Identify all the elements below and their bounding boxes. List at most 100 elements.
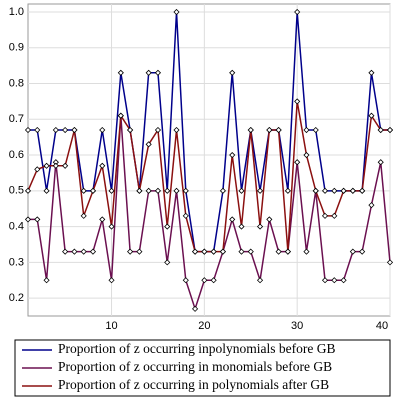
- point-marker: [117, 112, 124, 119]
- point-marker: [247, 248, 254, 255]
- point-marker: [127, 126, 134, 134]
- point-marker: [331, 212, 338, 219]
- point-marker: [192, 305, 199, 312]
- point-marker: [229, 151, 236, 159]
- point-marker: [359, 248, 366, 255]
- point-marker: [377, 126, 384, 134]
- plot-frame: [27, 3, 391, 317]
- point-marker: [99, 216, 106, 223]
- point-marker: [80, 212, 87, 219]
- point-marker: [52, 126, 59, 134]
- legend-label: Proportion of z occurring in polynomials…: [58, 377, 329, 392]
- point-marker: [210, 248, 217, 255]
- point-marker: [359, 187, 366, 194]
- point-marker: [368, 112, 375, 119]
- point-marker: [108, 223, 115, 230]
- point-marker: [89, 187, 97, 194]
- point-marker: [331, 187, 338, 194]
- point-marker: [294, 159, 301, 166]
- point-marker: [117, 69, 124, 76]
- point-marker: [34, 216, 41, 223]
- point-marker: [256, 187, 264, 194]
- point-marker: [294, 8, 301, 16]
- point-marker: [266, 126, 273, 134]
- x-tick-label: 40: [376, 320, 388, 332]
- point-marker: [43, 162, 50, 169]
- point-marker: [52, 162, 59, 169]
- point-marker: [256, 277, 264, 284]
- legend-box: [14, 339, 391, 397]
- point-marker: [266, 216, 273, 223]
- point-marker: [247, 126, 254, 134]
- point-marker: [71, 126, 78, 134]
- point-marker: [24, 126, 32, 134]
- point-marker: [275, 248, 282, 255]
- point-marker: [145, 141, 152, 148]
- x-tick-label: 10: [105, 320, 117, 332]
- point-marker: [331, 277, 338, 284]
- point-marker: [62, 162, 69, 169]
- y-tick-label: 0.8: [9, 77, 24, 89]
- point-marker: [136, 187, 143, 194]
- point-marker: [24, 216, 32, 223]
- point-marker: [80, 187, 87, 194]
- point-marker: [164, 187, 171, 194]
- point-marker: [173, 126, 180, 134]
- point-marker: [145, 187, 152, 194]
- point-marker: [136, 248, 143, 255]
- point-marker: [24, 187, 32, 194]
- point-marker: [303, 248, 310, 255]
- point-marker: [154, 126, 162, 134]
- point-marker: [368, 202, 375, 209]
- point-marker: [164, 259, 171, 266]
- point-marker: [229, 69, 236, 76]
- x-tick-label: 30: [291, 320, 303, 332]
- point-marker: [71, 248, 78, 255]
- point-marker: [303, 126, 310, 134]
- point-marker: [34, 166, 41, 173]
- point-marker: [99, 126, 106, 134]
- point-marker: [256, 223, 264, 230]
- point-marker: [321, 277, 329, 284]
- point-marker: [321, 212, 329, 219]
- x-tick-label: 20: [198, 320, 210, 332]
- point-marker: [145, 69, 152, 76]
- point-marker: [173, 187, 180, 194]
- y-tick-label: 0.9: [9, 42, 24, 54]
- point-marker: [303, 151, 310, 159]
- point-marker: [108, 277, 115, 284]
- point-marker: [229, 216, 236, 223]
- point-marker: [312, 126, 319, 134]
- point-marker: [62, 126, 69, 134]
- point-marker: [34, 126, 41, 134]
- point-marker: [182, 212, 189, 219]
- y-tick-label: 0.7: [9, 113, 24, 125]
- y-tick-label: 0.5: [9, 185, 24, 197]
- point-marker: [127, 248, 134, 255]
- point-marker: [89, 248, 97, 255]
- y-tick-label: 0.6: [9, 149, 24, 161]
- point-marker: [340, 277, 347, 284]
- y-tick-label: 1.0: [9, 6, 24, 18]
- y-tick-label: 0.4: [9, 220, 24, 232]
- point-marker: [219, 248, 226, 255]
- point-marker: [164, 223, 171, 230]
- point-marker: [154, 187, 162, 194]
- series-line: [28, 115, 391, 312]
- point-marker: [238, 187, 245, 194]
- point-marker: [368, 69, 375, 76]
- point-marker: [349, 187, 356, 194]
- point-marker: [62, 248, 69, 255]
- point-marker: [201, 277, 208, 284]
- point-marker: [238, 223, 245, 230]
- point-marker: [284, 248, 291, 255]
- point-marker: [43, 277, 50, 284]
- point-marker: [275, 126, 282, 134]
- point-marker: [321, 187, 329, 194]
- point-marker: [43, 187, 50, 194]
- point-marker: [192, 248, 199, 255]
- point-marker: [108, 187, 115, 194]
- point-marker: [386, 259, 394, 266]
- point-marker: [154, 69, 162, 76]
- y-tick-label: 0.3: [9, 256, 24, 268]
